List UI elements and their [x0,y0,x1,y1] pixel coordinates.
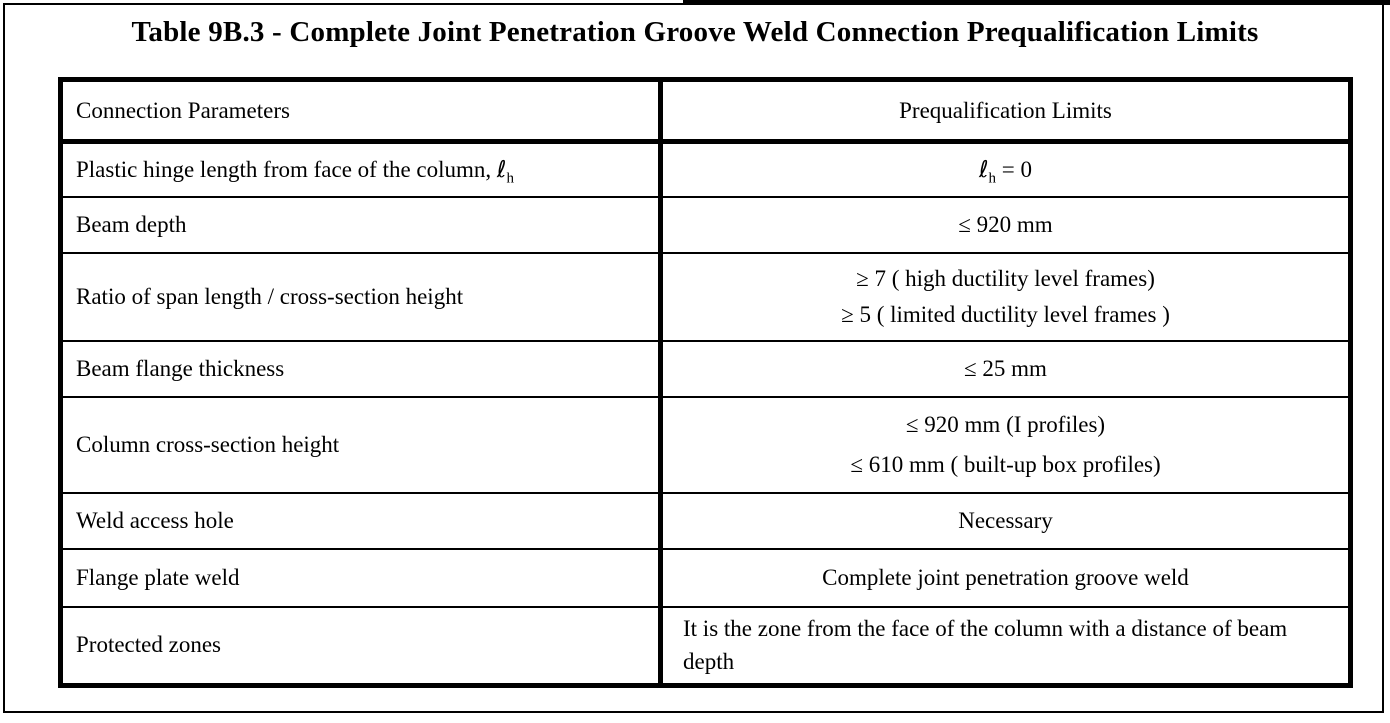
param-column-cross-section-height: Column cross-section height [59,395,663,494]
table-row-protected-zones: Protected zones It is the zone from the … [59,605,1352,687]
table-header-row: Connection Parameters Prequalification L… [59,78,1352,144]
ell-symbol: ℓ [979,156,989,183]
header-prequalification-limits: Prequalification Limits [659,78,1352,144]
table-row-flange-plate-weld: Flange plate weld Complete joint penetra… [59,547,1352,608]
param-beam-flange-thickness: Beam flange thickness [59,339,663,398]
header-connection-parameters: Connection Parameters [59,78,663,144]
limit-line-limited-ductility: ≥ 5 ( limited ductility level frames ) [841,301,1170,327]
limit-beam-flange-thickness: ≤ 25 mm [659,339,1352,398]
limit-beam-depth: ≤ 920 mm [659,195,1352,254]
param-plastic-hinge-length: Plastic hinge length from face of the co… [59,140,663,198]
table-row-beam-flange-thickness: Beam flange thickness ≤ 25 mm [59,339,1352,398]
ell-symbol: ℓ [496,156,507,183]
limit-equation-rest: = 0 [996,156,1032,182]
table-row-beam-depth: Beam depth ≤ 920 mm [59,195,1352,254]
limit-column-cross-section-height: ≤ 920 mm (I profiles) ≤ 610 mm ( built-u… [659,395,1352,494]
prequalification-limits-table: Connection Parameters Prequalification L… [58,77,1353,688]
param-weld-access-hole: Weld access hole [59,491,663,550]
limit-line-box-profiles: ≤ 610 mm ( built-up box profiles) [850,451,1161,477]
param-protected-zones: Protected zones [59,605,663,687]
limit-span-ratio: ≥ 7 ( high ductility level frames) ≥ 5 (… [659,251,1352,342]
limit-line-high-ductility: ≥ 7 ( high ductility level frames) [856,265,1155,291]
param-beam-depth: Beam depth [59,195,663,254]
param-text: Plastic hinge length from face of the co… [76,156,497,182]
limit-protected-zones: It is the zone from the face of the colu… [659,605,1352,687]
table-row-weld-access-hole: Weld access hole Necessary [59,491,1352,550]
limit-plastic-hinge-length: ℓh = 0 [659,140,1352,198]
ell-subscript: h [506,170,514,187]
table-row-plastic-hinge-length: Plastic hinge length from face of the co… [59,140,1352,198]
table-row-span-ratio: Ratio of span length / cross-section hei… [59,251,1352,342]
param-flange-plate-weld: Flange plate weld [59,547,663,608]
limit-line-i-profiles: ≤ 920 mm (I profiles) [905,411,1106,437]
table-title: Table 9B.3 - Complete Joint Penetration … [131,16,1259,48]
limit-weld-access-hole: Necessary [659,491,1352,550]
table-row-column-cross-section-height: Column cross-section height ≤ 920 mm (I … [59,395,1352,494]
ell-subscript: h [988,170,997,187]
limit-flange-plate-weld: Complete joint penetration groove weld [659,547,1352,608]
param-span-ratio: Ratio of span length / cross-section hei… [59,251,663,342]
top-edge-rule [683,0,1390,5]
